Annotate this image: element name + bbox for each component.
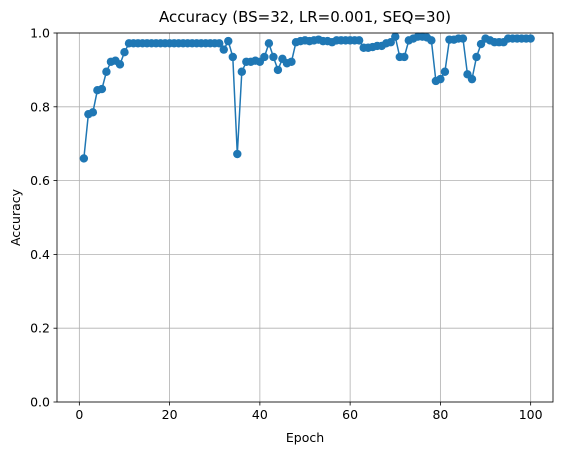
data-point — [526, 34, 535, 43]
plot-frame — [56, 32, 554, 403]
data-point — [219, 45, 228, 54]
data-point — [287, 57, 296, 66]
data-point — [102, 67, 111, 76]
y-tick-label: 0.2 — [30, 321, 50, 336]
x-tick-label: 40 — [252, 407, 268, 422]
data-point — [436, 74, 445, 84]
x-tick-label: 100 — [519, 407, 543, 422]
data-point — [467, 74, 477, 84]
x-tick-label: 60 — [342, 407, 358, 422]
data-point — [215, 39, 224, 48]
y-tick-label: 0.8 — [30, 99, 50, 114]
data-point — [264, 39, 274, 48]
data-point — [97, 84, 107, 94]
data-point — [472, 52, 481, 62]
series-line — [83, 35, 531, 159]
y-tick-label: 1.0 — [30, 26, 50, 41]
data-point — [458, 34, 468, 43]
x-tick-label: 20 — [162, 407, 178, 422]
y-tick-label: 0.0 — [30, 395, 50, 410]
y-axis-title: Accuracy — [8, 188, 23, 246]
data-point — [400, 52, 409, 62]
data-point — [237, 67, 247, 76]
data-point — [120, 47, 129, 57]
y-tick-label: 0.6 — [30, 173, 50, 188]
x-axis-title: Epoch — [286, 430, 324, 445]
data-point — [79, 154, 89, 163]
series-layer — [79, 32, 535, 163]
ticks: 0 20 40 60 80 100 0.0 0.2 0.4 0.6 0.8 1.0 — [30, 26, 543, 423]
x-tick-label: 80 — [432, 407, 448, 422]
data-point — [233, 149, 242, 159]
data-point — [260, 52, 269, 62]
data-point — [391, 32, 400, 41]
data-point — [273, 65, 283, 75]
data-point — [440, 67, 450, 76]
x-tick-label: 0 — [75, 407, 83, 422]
data-point — [224, 36, 233, 46]
data-point — [88, 108, 98, 117]
data-point — [269, 52, 278, 62]
data-point — [427, 36, 436, 45]
data-point — [228, 52, 237, 62]
y-tick-label: 0.4 — [30, 247, 50, 262]
data-point — [115, 60, 125, 69]
data-point — [354, 36, 364, 45]
grid-lines — [57, 32, 553, 403]
chart-title: Accuracy (BS=32, LR=0.001, SEQ=30) — [159, 8, 451, 26]
